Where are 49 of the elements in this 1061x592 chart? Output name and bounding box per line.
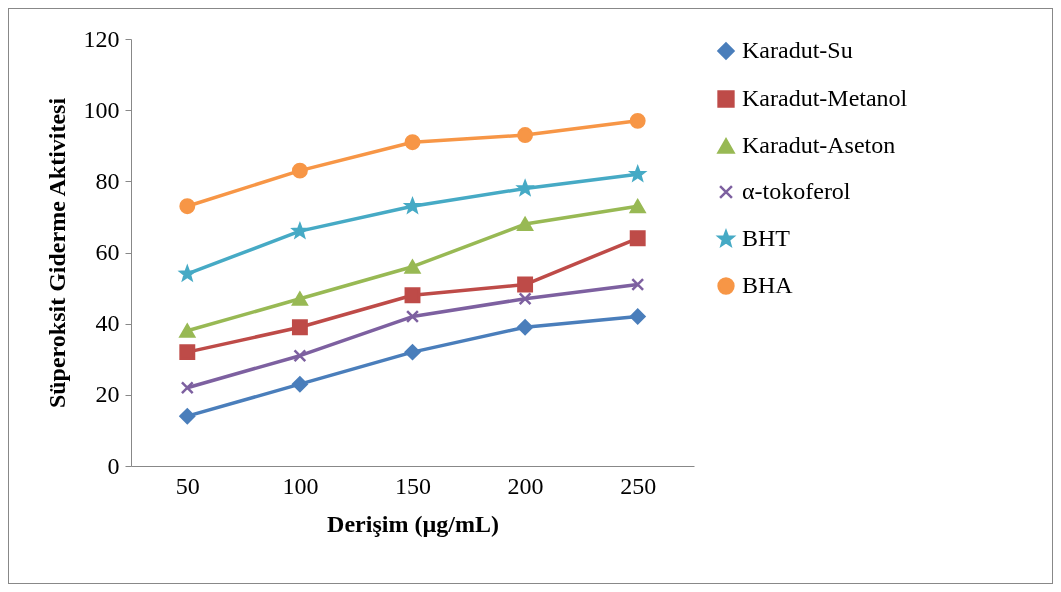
point — [404, 344, 421, 361]
y-axis-title: Süperoksit Giderme Aktivitesi — [43, 97, 70, 409]
point — [629, 199, 646, 214]
point — [405, 309, 420, 324]
point — [631, 277, 645, 292]
y-tick-label: 40 — [95, 310, 120, 337]
y-tick-label: 0 — [107, 452, 120, 479]
point — [292, 223, 308, 238]
point — [518, 292, 532, 306]
point — [517, 216, 534, 232]
x-tick-label: 50 — [175, 472, 200, 499]
legend-label: α-tokoferol — [742, 178, 851, 204]
legend-label: BHT — [742, 225, 791, 251]
point — [293, 349, 307, 363]
legend-label: BHA — [742, 272, 794, 298]
point — [404, 134, 421, 151]
point — [179, 323, 196, 338]
point — [180, 381, 194, 395]
point — [291, 319, 308, 336]
point — [179, 344, 196, 361]
y-tick-label: 120 — [83, 25, 120, 52]
point — [404, 198, 421, 213]
legend-label: Karadut-Metanol — [742, 85, 908, 111]
point — [179, 408, 196, 425]
point — [517, 319, 534, 336]
x-tick-label: 100 — [282, 472, 319, 499]
point — [291, 376, 308, 393]
x-tick-label: 150 — [395, 472, 431, 499]
y-tick-label: 100 — [83, 96, 120, 123]
point — [404, 259, 421, 274]
point — [629, 308, 646, 325]
point — [179, 198, 196, 215]
x-tick-label: 200 — [507, 472, 544, 499]
point — [517, 127, 534, 144]
point — [517, 180, 533, 196]
point — [629, 230, 646, 247]
x-tick-label: 250 — [620, 472, 657, 499]
point — [517, 276, 534, 293]
y-tick-label: 20 — [95, 381, 120, 408]
point — [291, 291, 308, 306]
y-tick-label: 60 — [95, 239, 120, 265]
point — [177, 263, 196, 283]
point — [404, 287, 421, 304]
y-tick-label: 80 — [95, 167, 120, 194]
point — [291, 162, 308, 179]
legend-label: Karadut-Su — [742, 37, 853, 63]
legend-label: Karadut-Aseton — [742, 132, 896, 158]
x-axis-title: Derişim (µg/mL) — [327, 510, 499, 537]
point — [629, 112, 646, 129]
